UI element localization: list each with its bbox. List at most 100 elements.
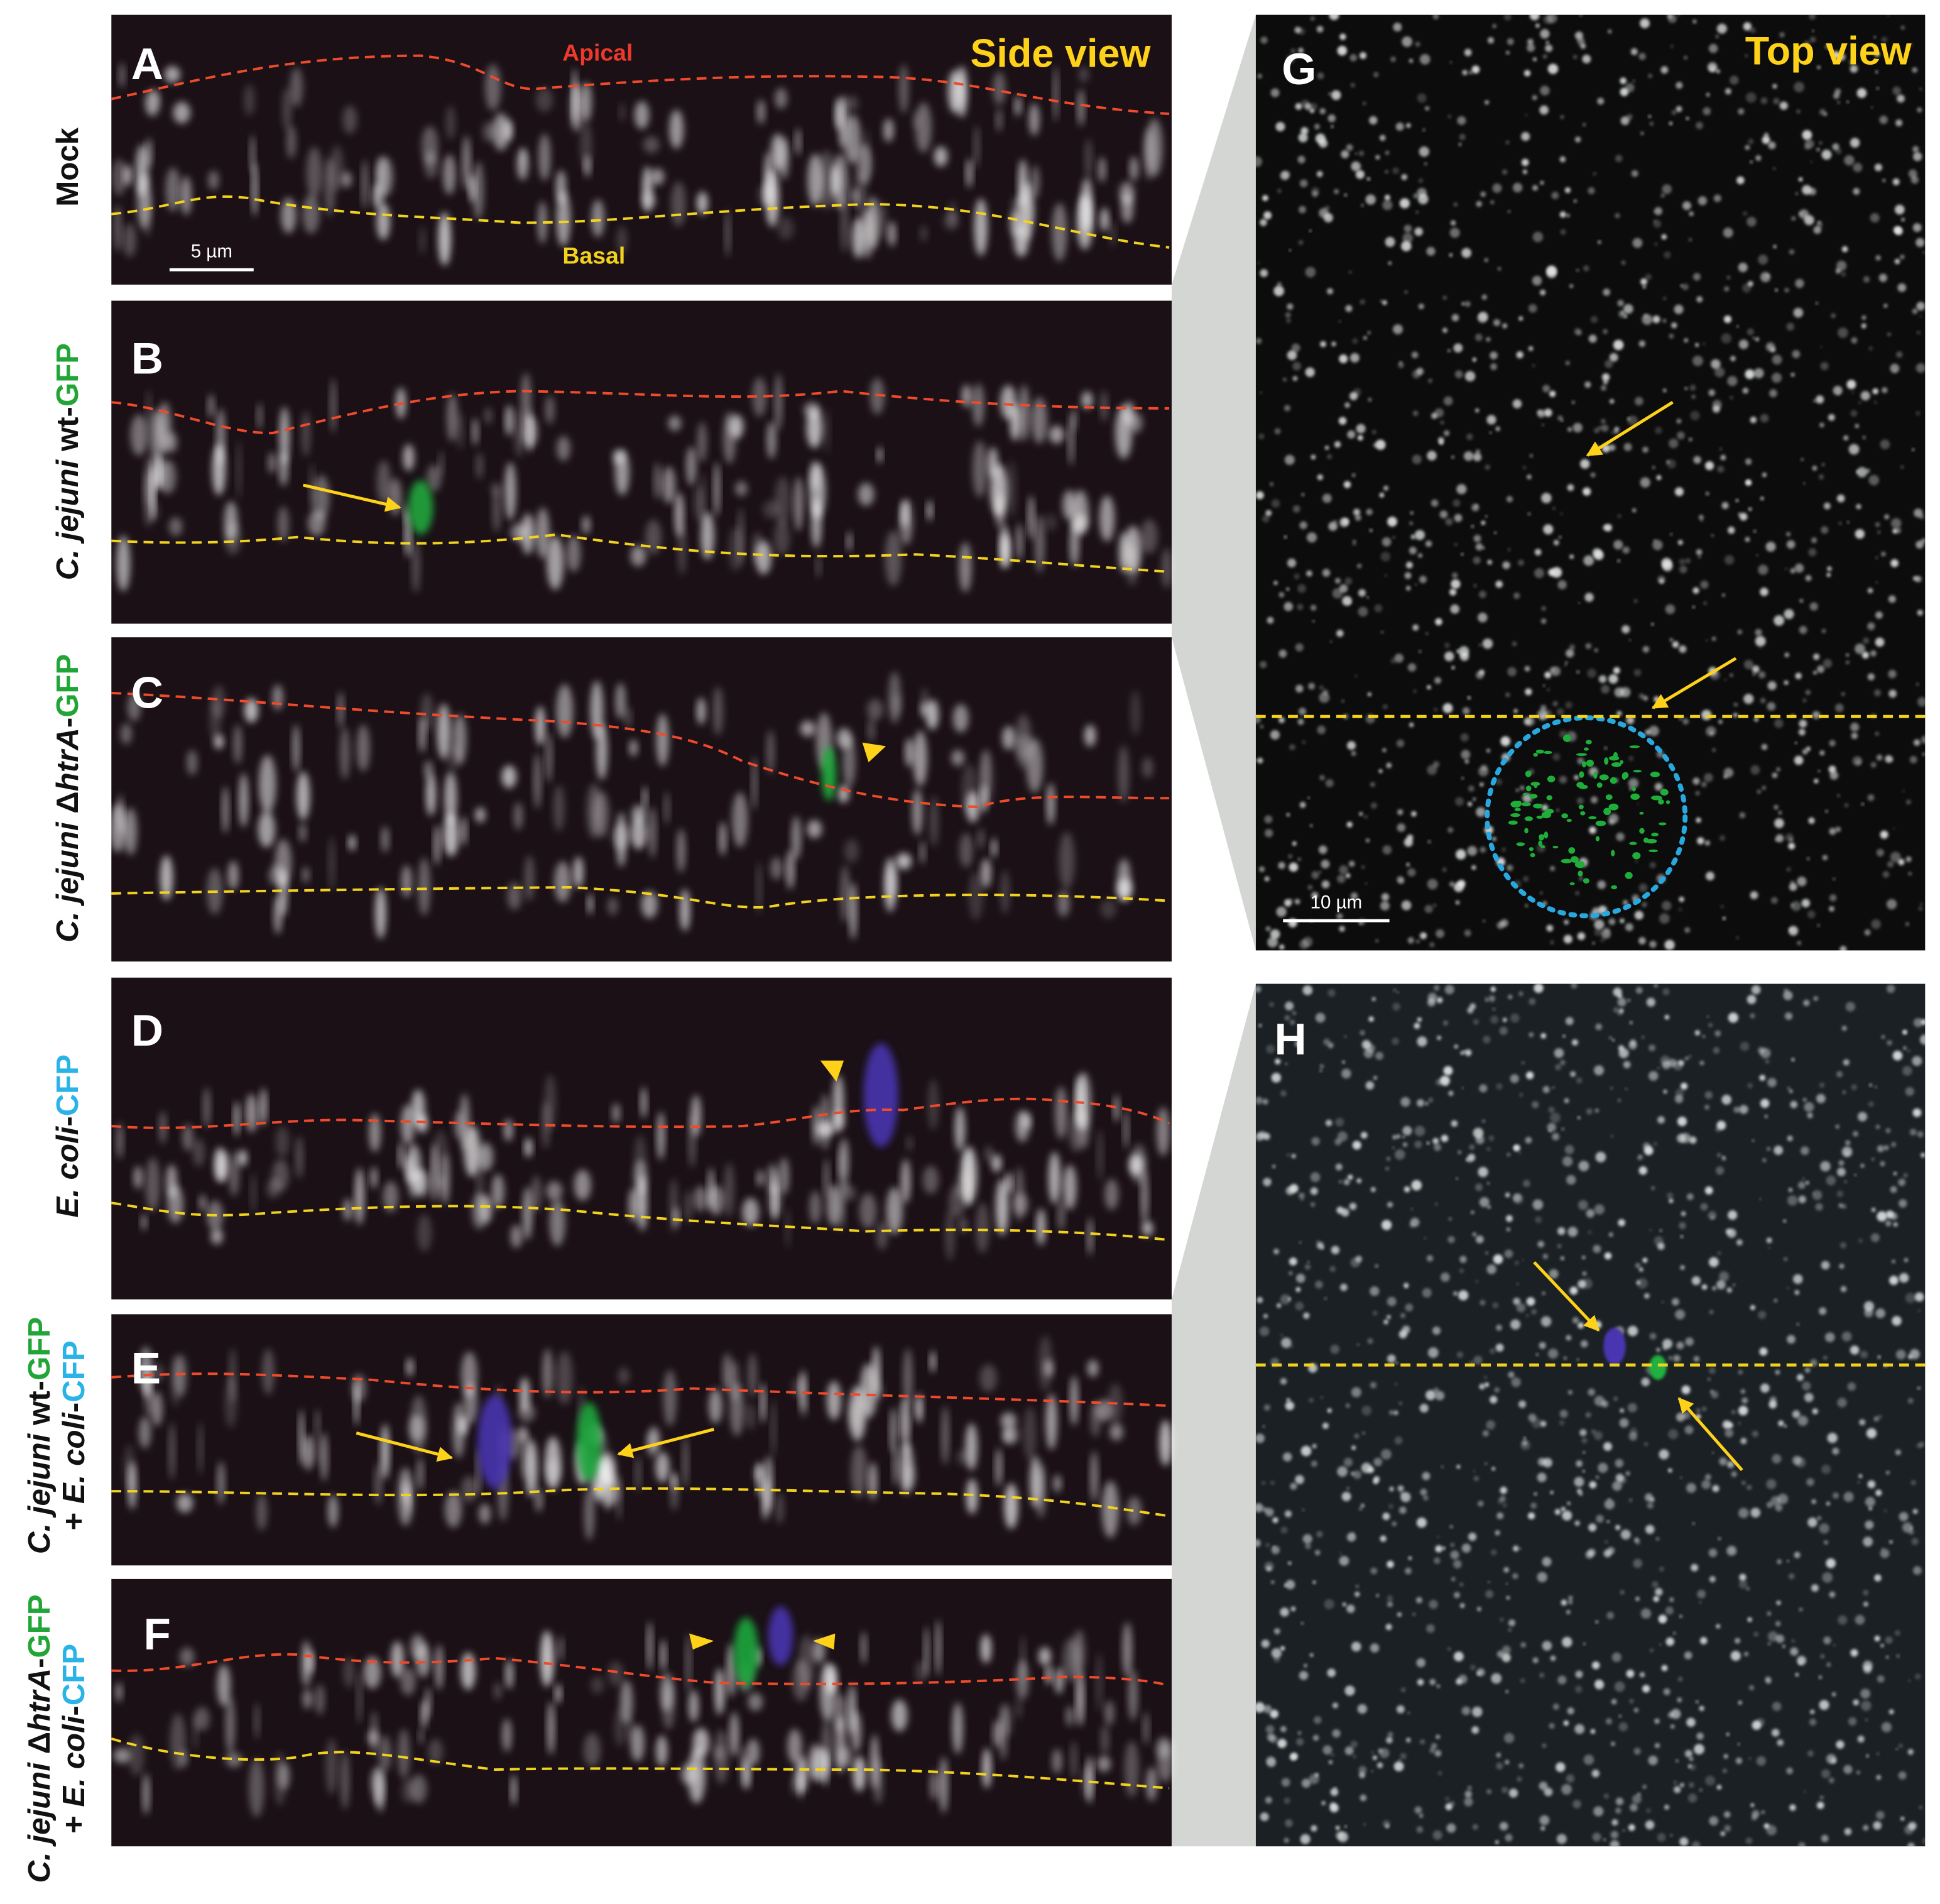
membrane-speckle xyxy=(1573,199,1578,203)
membrane-speckle xyxy=(1915,411,1921,415)
membrane-speckle xyxy=(1485,1590,1494,1599)
membrane-speckle xyxy=(1335,1163,1343,1171)
membrane-speckle xyxy=(1590,796,1598,804)
membrane-speckle xyxy=(1665,1606,1674,1615)
membrane-speckle xyxy=(1844,1180,1847,1183)
cell-signal xyxy=(870,1734,879,1790)
membrane-speckle xyxy=(1484,1382,1490,1387)
membrane-speckle xyxy=(1300,127,1309,135)
membrane-speckle xyxy=(1880,830,1888,839)
membrane-speckle xyxy=(1401,900,1412,911)
membrane-speckle xyxy=(1842,1090,1846,1094)
membrane-speckle xyxy=(1804,40,1810,47)
membrane-speckle xyxy=(1888,1709,1894,1715)
membrane-speckle xyxy=(1370,1381,1377,1389)
membrane-speckle xyxy=(1372,1310,1378,1316)
membrane-speckle xyxy=(1392,1521,1397,1526)
label-part: htrA xyxy=(22,1668,57,1732)
cell-signal xyxy=(452,1402,465,1458)
cell-signal xyxy=(591,1676,604,1694)
cell-signal xyxy=(973,125,980,169)
membrane-speckle xyxy=(1336,1206,1344,1214)
membrane-speckle xyxy=(1679,896,1684,902)
cell-signal xyxy=(1109,1423,1123,1441)
membrane-speckle xyxy=(1280,1377,1287,1385)
membrane-speckle xyxy=(1615,1524,1621,1530)
membrane-speckle xyxy=(1758,564,1768,575)
membrane-speckle xyxy=(1621,625,1630,634)
gfp-speck xyxy=(1611,762,1622,767)
cell-signal xyxy=(222,786,229,834)
cell-signal xyxy=(1142,1220,1153,1237)
membrane-speckle xyxy=(1345,305,1353,312)
membrane-speckle xyxy=(1371,1751,1374,1754)
membrane-speckle xyxy=(1666,460,1670,464)
membrane-speckle xyxy=(1679,645,1687,654)
membrane-speckle xyxy=(1510,1319,1521,1330)
membrane-speckle xyxy=(1311,187,1319,195)
membrane-speckle xyxy=(1292,1011,1297,1015)
membrane-speckle xyxy=(1304,103,1312,111)
membrane-speckle xyxy=(1625,1088,1628,1090)
membrane-speckle xyxy=(1920,902,1923,905)
membrane-speckle xyxy=(1319,692,1330,703)
membrane-speckle xyxy=(1663,388,1667,393)
membrane-speckle xyxy=(1585,1412,1591,1418)
membrane-speckle xyxy=(1798,1842,1806,1847)
membrane-speckle xyxy=(1785,833,1794,841)
membrane-speckle xyxy=(1260,1812,1269,1822)
membrane-speckle xyxy=(1334,1787,1337,1790)
membrane-speckle xyxy=(1726,1732,1730,1736)
membrane-speckle xyxy=(1697,837,1704,845)
membrane-speckle xyxy=(1479,1084,1488,1093)
membrane-speckle xyxy=(1406,123,1411,128)
cell-signal xyxy=(1143,1712,1150,1745)
membrane-speckle xyxy=(1379,492,1385,498)
membrane-speckle xyxy=(1524,665,1530,672)
membrane-speckle xyxy=(1821,1261,1830,1270)
membrane-speckle xyxy=(1297,155,1305,164)
membrane-speckle xyxy=(1382,845,1392,855)
membrane-speckle xyxy=(1633,1558,1643,1568)
membrane-speckle xyxy=(1703,342,1706,346)
membrane-speckle xyxy=(1554,1048,1564,1058)
membrane-speckle xyxy=(1255,758,1257,761)
membrane-speckle xyxy=(1673,1354,1681,1362)
gfp-speck xyxy=(1665,800,1670,804)
membrane-speckle xyxy=(1884,1509,1887,1513)
membrane-speckle xyxy=(1775,1634,1785,1643)
cell-signal xyxy=(406,1357,414,1377)
membrane-speckle xyxy=(1662,988,1670,995)
gfp-speck xyxy=(1536,815,1544,819)
membrane-speckle xyxy=(1829,894,1837,902)
membrane-speckle xyxy=(1445,518,1453,526)
membrane-speckle xyxy=(1912,1566,1922,1575)
gfp-speck xyxy=(1570,856,1579,863)
membrane-speckle xyxy=(1479,1197,1490,1208)
cell-signal xyxy=(1038,1647,1051,1666)
membrane-speckle xyxy=(1670,45,1674,48)
cell-signal xyxy=(959,833,973,868)
membrane-speckle xyxy=(1276,1303,1282,1308)
cell-signal xyxy=(549,1199,565,1247)
membrane-speckle xyxy=(1492,183,1502,194)
membrane-speckle xyxy=(1448,1090,1454,1097)
cell-signal xyxy=(244,698,258,723)
cell-signal xyxy=(1000,870,1010,914)
cell-signal xyxy=(1063,1164,1077,1210)
cell-signal xyxy=(398,1467,413,1526)
membrane-speckle xyxy=(1321,1801,1326,1805)
membrane-speckle xyxy=(1260,219,1267,226)
cell-signal xyxy=(160,855,173,900)
membrane-speckle xyxy=(1472,358,1477,362)
membrane-speckle xyxy=(1574,1685,1583,1693)
membrane-speckle xyxy=(1507,867,1510,870)
cell-signal xyxy=(476,452,484,480)
membrane-speckle xyxy=(1884,514,1890,520)
membrane-speckle xyxy=(1414,1125,1425,1137)
membrane-speckle xyxy=(1565,360,1571,366)
cell-signal xyxy=(251,1173,256,1214)
membrane-speckle xyxy=(1454,513,1463,522)
membrane-speckle xyxy=(1794,755,1804,765)
membrane-speckle xyxy=(1306,570,1312,577)
